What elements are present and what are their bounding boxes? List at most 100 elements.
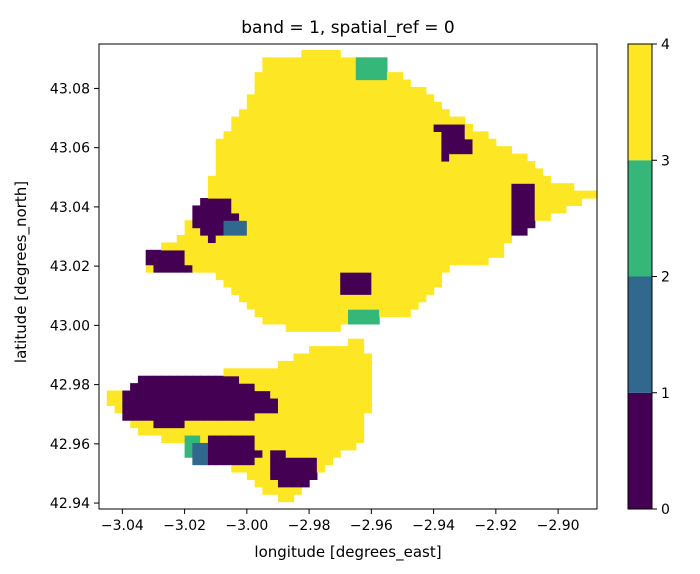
raster-cell xyxy=(223,383,232,392)
raster-cell xyxy=(449,168,458,177)
raster-cell xyxy=(270,279,279,288)
raster-cell xyxy=(410,286,419,295)
raster-cell xyxy=(316,294,326,303)
raster-cell xyxy=(379,160,388,169)
raster-cell xyxy=(324,205,334,214)
raster-cell xyxy=(223,249,232,258)
raster-cell xyxy=(355,235,365,244)
raster-cell xyxy=(340,198,349,207)
raster-cell xyxy=(207,198,217,207)
raster-cell xyxy=(402,235,411,244)
raster-cell xyxy=(441,227,450,236)
raster-cell xyxy=(386,131,396,140)
raster-cell xyxy=(200,249,209,258)
raster-cell xyxy=(316,464,326,473)
raster-cell xyxy=(355,227,365,236)
raster-cell xyxy=(379,79,388,88)
raster-cell xyxy=(200,257,209,266)
raster-cell xyxy=(363,205,372,214)
raster-cell xyxy=(534,198,544,207)
raster-cell xyxy=(277,131,287,140)
raster-cell xyxy=(277,486,287,495)
raster-cell xyxy=(456,242,466,251)
raster-cell xyxy=(176,405,186,414)
raster-cell xyxy=(316,457,326,466)
raster-cell xyxy=(153,412,162,421)
raster-cell xyxy=(277,72,287,81)
raster-cell xyxy=(480,131,489,140)
raster-cell xyxy=(231,442,240,451)
raster-cell xyxy=(301,397,310,406)
raster-cell xyxy=(402,86,411,95)
raster-cell xyxy=(270,205,279,214)
raster-cell xyxy=(254,301,263,310)
raster-cell xyxy=(332,264,341,273)
raster-cell xyxy=(332,146,341,155)
raster-cell xyxy=(207,420,217,429)
raster-cell xyxy=(433,220,442,229)
raster-cell xyxy=(340,101,349,110)
raster-cell xyxy=(386,160,396,169)
x-tick-label: −3.00 xyxy=(225,518,268,534)
raster-cell xyxy=(285,86,295,95)
raster-cell xyxy=(277,235,287,244)
raster-cell xyxy=(239,183,248,192)
raster-cell xyxy=(480,190,489,199)
raster-cell xyxy=(293,405,302,414)
raster-cell xyxy=(246,153,256,162)
raster-cell xyxy=(355,79,365,88)
raster-cell xyxy=(348,427,357,436)
raster-cell xyxy=(192,449,201,458)
raster-cell xyxy=(488,138,497,147)
y-tick-label: 42.98 xyxy=(50,378,90,394)
raster-cell xyxy=(371,94,380,103)
raster-cell xyxy=(254,309,263,318)
raster-cell xyxy=(433,146,442,155)
raster-cell xyxy=(246,457,256,466)
raster-cell xyxy=(223,279,232,288)
raster-cell xyxy=(293,183,302,192)
raster-cell xyxy=(363,131,372,140)
raster-cell xyxy=(340,168,349,177)
raster-cell xyxy=(534,190,544,199)
raster-cell xyxy=(223,160,232,169)
raster-cell xyxy=(418,242,427,251)
raster-cell xyxy=(332,279,341,288)
raster-cell xyxy=(386,279,396,288)
raster-cell xyxy=(425,235,435,244)
raster-cell xyxy=(301,57,310,66)
raster-cell xyxy=(254,212,263,221)
raster-cell xyxy=(332,57,341,66)
raster-cell xyxy=(488,212,497,221)
raster-cell xyxy=(262,138,271,147)
raster-cell xyxy=(355,131,365,140)
raster-cell xyxy=(379,94,388,103)
raster-cell xyxy=(277,86,287,95)
raster-cell xyxy=(176,249,186,258)
raster-cell xyxy=(231,264,240,273)
raster-cell xyxy=(231,286,240,295)
raster-cell xyxy=(340,383,349,392)
raster-cell xyxy=(231,420,240,429)
raster-cell xyxy=(114,405,123,414)
raster-cell xyxy=(332,220,341,229)
raster-cell xyxy=(309,286,318,295)
raster-cell xyxy=(316,397,326,406)
raster-cell xyxy=(176,434,186,443)
raster-cell xyxy=(371,279,380,288)
raster-cell xyxy=(277,464,287,473)
raster-cell xyxy=(324,249,334,258)
raster-cell xyxy=(309,464,318,473)
raster-cell xyxy=(309,249,318,258)
raster-cell xyxy=(231,457,240,466)
raster-cell xyxy=(262,420,271,429)
raster-cell xyxy=(324,94,334,103)
raster-cell xyxy=(371,286,380,295)
raster-cell xyxy=(184,397,193,406)
raster-cell xyxy=(386,264,396,273)
raster-cell xyxy=(215,212,225,221)
raster-cell xyxy=(223,412,232,421)
raster-cell xyxy=(433,205,442,214)
raster-cell xyxy=(386,249,396,258)
raster-cell xyxy=(192,257,201,266)
